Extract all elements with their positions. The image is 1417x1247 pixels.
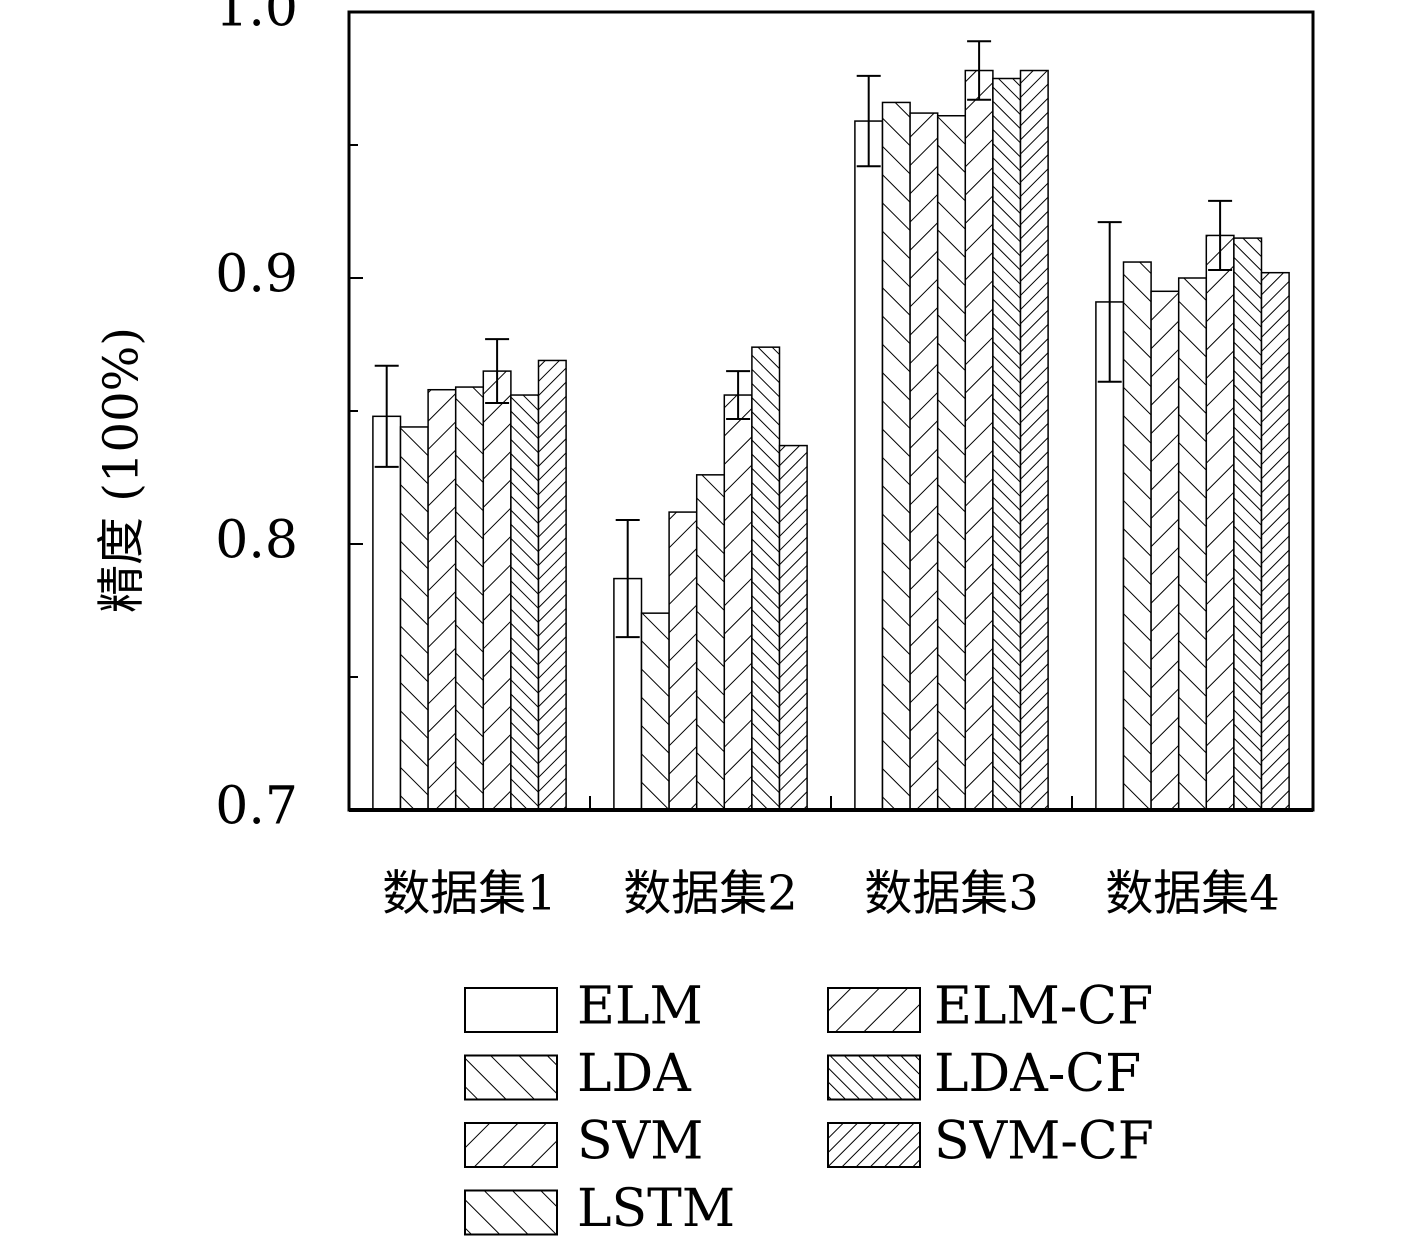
error-bar <box>615 519 640 639</box>
error-bar <box>726 370 751 420</box>
y-tick-label: 0.7 <box>215 777 298 837</box>
legend-label: SVM <box>577 1112 703 1172</box>
error-bar <box>856 74 881 168</box>
bar <box>695 474 726 811</box>
bar <box>454 386 485 811</box>
error-bar <box>967 40 992 101</box>
bar <box>909 112 939 811</box>
bar <box>1122 261 1152 811</box>
bar <box>372 415 402 811</box>
error-bar <box>374 364 399 468</box>
x-tick-label: 数据集2 <box>623 866 798 922</box>
legend-swatch <box>464 1122 558 1168</box>
bar <box>1150 290 1180 811</box>
bar <box>1260 271 1290 811</box>
legend-label: ELM-CF <box>934 977 1153 1037</box>
legend-swatch <box>827 1122 921 1168</box>
bar <box>482 370 512 811</box>
x-tick-label: 数据集4 <box>1105 866 1280 922</box>
y-tick-label: 1.0 <box>215 0 298 39</box>
bar <box>510 394 540 811</box>
y-tick-label: 0.9 <box>215 245 298 305</box>
bar <box>399 426 429 811</box>
bar <box>537 359 567 811</box>
error-bar <box>1208 199 1233 272</box>
bar <box>881 101 911 811</box>
legend-label: ELM <box>577 977 703 1037</box>
x-tick-label: 数据集3 <box>864 866 1039 922</box>
legend-swatch <box>464 1189 558 1236</box>
legend-label: SVM-CF <box>934 1112 1154 1172</box>
legend-swatch <box>464 987 558 1033</box>
legend-label: LDA <box>577 1044 692 1104</box>
bar <box>751 346 781 811</box>
legend-swatch <box>827 1054 921 1101</box>
bar <box>1019 69 1049 811</box>
legend-swatch <box>464 1054 558 1101</box>
y-axis-label: 精度 (100%) <box>94 327 150 613</box>
bar <box>1177 277 1208 811</box>
bar <box>778 444 808 811</box>
bar <box>936 114 967 811</box>
bar <box>854 120 884 811</box>
bar <box>992 77 1022 811</box>
y-tick-label: 0.8 <box>215 511 298 571</box>
legend-label: LDA-CF <box>934 1044 1141 1104</box>
bar <box>640 612 670 811</box>
bar <box>723 394 753 811</box>
bar <box>1233 237 1263 811</box>
bar <box>1205 234 1235 811</box>
bar <box>668 511 698 811</box>
bar <box>964 69 994 811</box>
x-tick-label: 数据集1 <box>382 866 557 922</box>
error-bar <box>1097 221 1122 383</box>
error-bar <box>485 338 510 405</box>
bar <box>427 388 457 811</box>
legend-swatch <box>827 987 921 1033</box>
legend-label: LSTM <box>577 1179 735 1239</box>
